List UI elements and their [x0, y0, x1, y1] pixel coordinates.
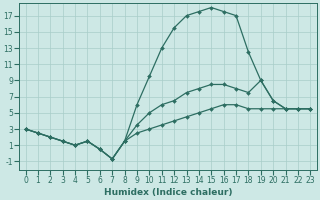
X-axis label: Humidex (Indice chaleur): Humidex (Indice chaleur) [104, 188, 232, 197]
